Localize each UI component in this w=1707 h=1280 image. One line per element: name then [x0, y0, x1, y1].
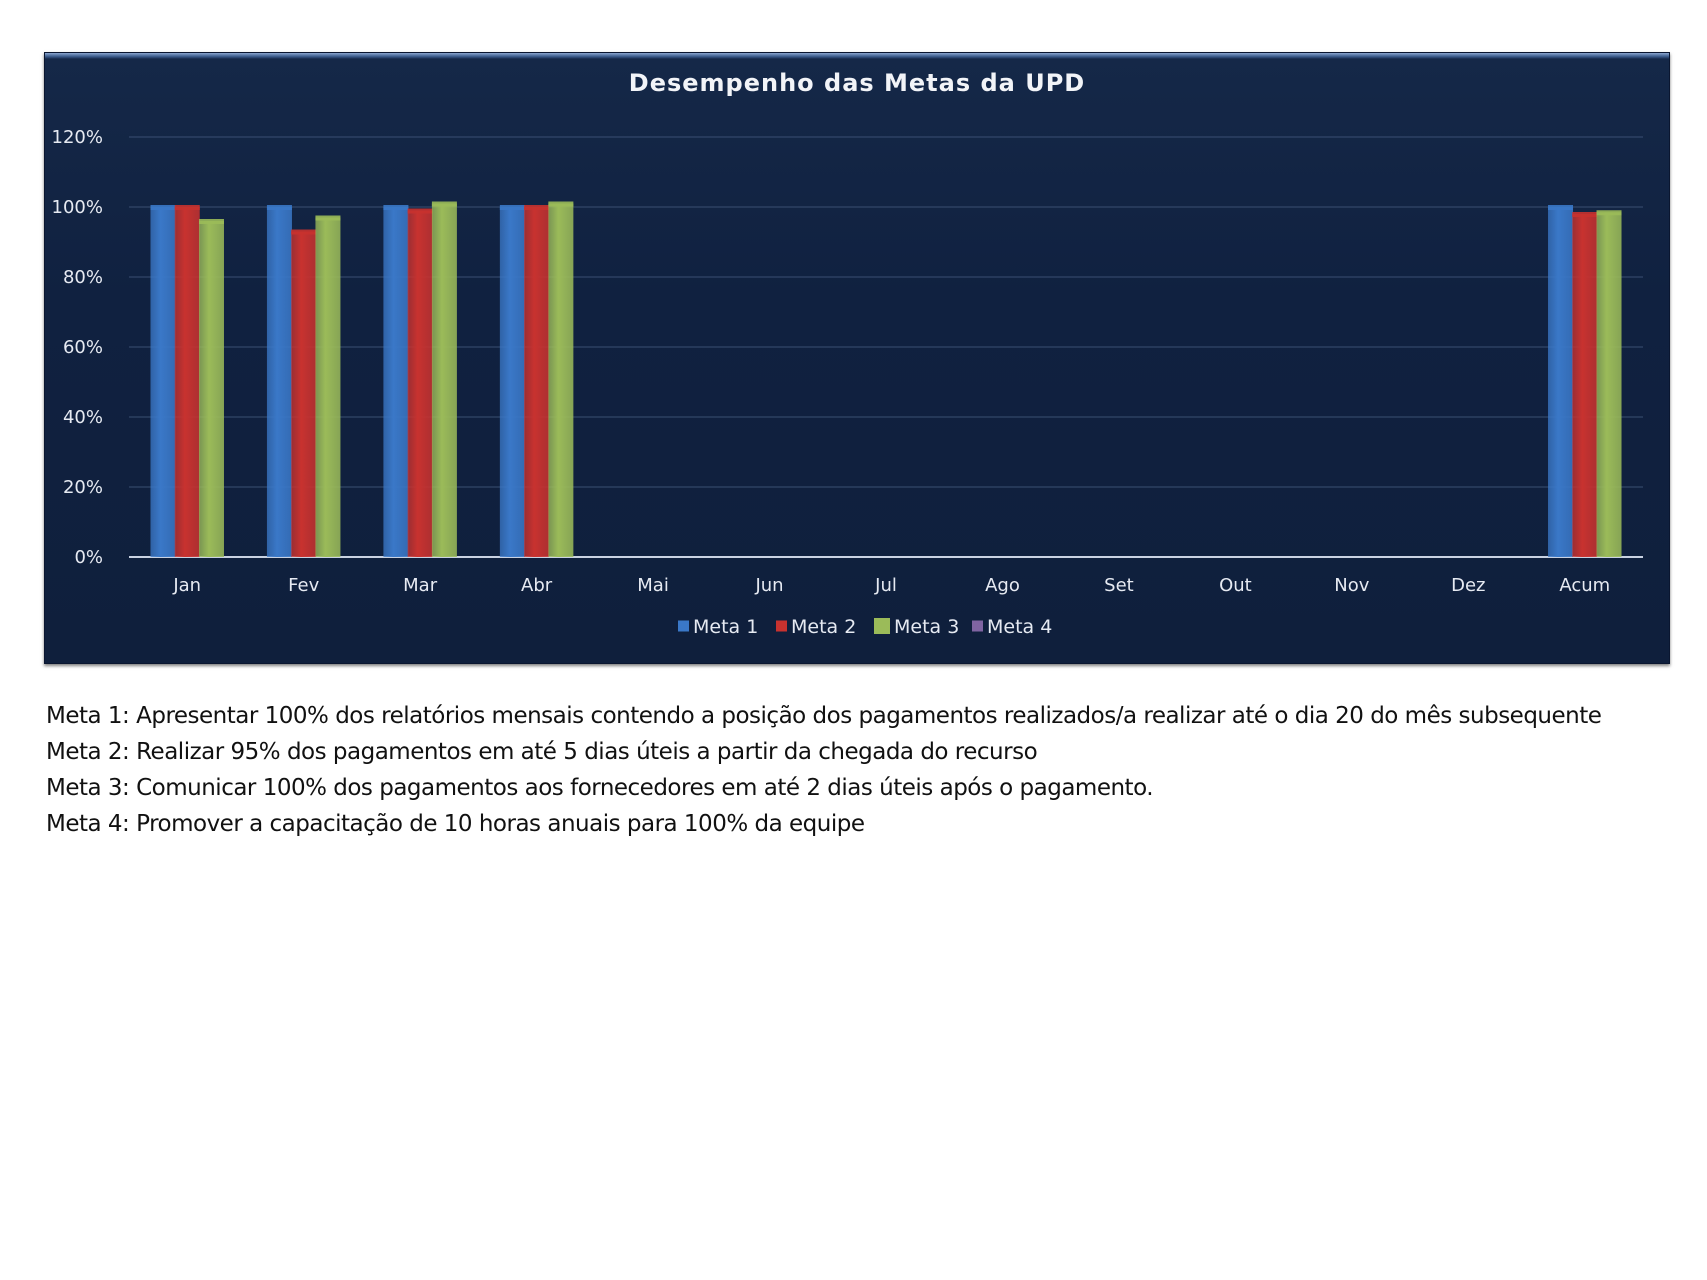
bar-meta-1-acum [1548, 207, 1574, 557]
bar-meta-2-mar [407, 210, 433, 557]
bar-cap [407, 208, 433, 214]
y-tick-label: 20% [63, 477, 103, 498]
bar-cap [198, 219, 224, 224]
bar-cap [315, 215, 341, 221]
bar-meta-3-jan [198, 221, 224, 557]
bar-cap [1548, 205, 1574, 210]
legend-swatch [972, 620, 983, 632]
goal-descriptions: Meta 1: Apresentar 100% dos relatórios m… [46, 698, 1666, 842]
bars-layer [150, 201, 1622, 557]
bar-chart: Desempenho das Metas da UPD 0% 20% 40% 60% 8… [52, 69, 1643, 638]
bar-cap [548, 201, 574, 207]
legend-label: Meta 3 [894, 616, 959, 638]
legend-swatch [678, 620, 689, 632]
x-tick-label: Dez [1451, 575, 1485, 596]
y-tick-label: 120% [52, 127, 103, 148]
y-tick-label: 0% [74, 547, 103, 568]
bar-cap [1596, 210, 1622, 216]
bar-meta-2-fev [291, 231, 317, 557]
bar-cap [383, 205, 409, 210]
legend: Meta 1 Meta 2 Meta 3 Meta 4 [678, 616, 1052, 638]
y-tick-label: 60% [63, 337, 103, 358]
bar-meta-3-acum [1596, 212, 1622, 557]
bar-cap [291, 229, 317, 235]
bar-cap [266, 205, 292, 210]
bar-meta-2-abr [524, 207, 550, 557]
x-tick-label: Ago [985, 575, 1020, 596]
bar-meta-3-abr [548, 203, 574, 557]
x-tick-label: Jul [874, 575, 897, 596]
bar-meta-3-mar [431, 203, 457, 557]
legend-label: Meta 2 [791, 616, 856, 638]
x-tick-label: Set [1104, 575, 1134, 596]
legend-swatch [776, 620, 787, 632]
bar-meta-1-mar [383, 207, 409, 557]
x-tick-label: Mai [637, 575, 669, 596]
x-tick-label: Jan [172, 575, 201, 596]
grid-layer [129, 136, 1643, 558]
bar-meta-1-abr [499, 207, 525, 557]
chart-title: Desempenho das Metas da UPD [629, 69, 1085, 97]
x-tick-label: Out [1219, 575, 1252, 596]
legend-label: Meta 1 [693, 616, 758, 638]
bar-meta-1-jan [150, 207, 176, 557]
bar-meta-3-fev [315, 217, 341, 557]
bar-cap [499, 205, 525, 210]
x-axis-ticks: Jan Fev Mar Abr Mai Jun Jul Ago Set Out Nov Dez Acum [172, 575, 1610, 596]
bar-cap [1572, 212, 1598, 217]
chart-panel: Desempenho das Metas da UPD 0% 20% 40% 60% 8… [44, 52, 1670, 664]
bar-meta-2-acum [1572, 214, 1598, 557]
note-meta-2: Meta 2: Realizar 95% dos pagamentos em a… [46, 739, 1038, 765]
bar-cap [524, 205, 550, 210]
y-tick-label: 100% [52, 197, 103, 218]
note-meta-4: Meta 4: Promover a capacitação de 10 hor… [46, 811, 865, 837]
y-axis-ticks: 0% 20% 40% 60% 80% 100% 120% [52, 127, 103, 568]
bar-cap [174, 205, 200, 210]
bar-cap [431, 201, 457, 207]
y-tick-label: 40% [63, 407, 103, 428]
x-tick-label: Acum [1559, 575, 1610, 596]
x-tick-label: Abr [521, 575, 553, 596]
bar-cap [150, 205, 176, 210]
legend-label: Meta 4 [987, 616, 1052, 638]
bar-meta-2-jan [174, 207, 200, 557]
x-tick-label: Nov [1334, 575, 1369, 596]
x-tick-label: Mar [403, 575, 438, 596]
note-meta-3: Meta 3: Comunicar 100% dos pagamentos ao… [46, 775, 1154, 801]
x-tick-label: Fev [288, 575, 319, 596]
y-tick-label: 80% [63, 267, 103, 288]
note-meta-1: Meta 1: Apresentar 100% dos relatórios m… [46, 703, 1602, 729]
bar-meta-1-fev [266, 207, 292, 557]
x-tick-label: Jun [754, 575, 783, 596]
legend-swatch [874, 618, 890, 634]
